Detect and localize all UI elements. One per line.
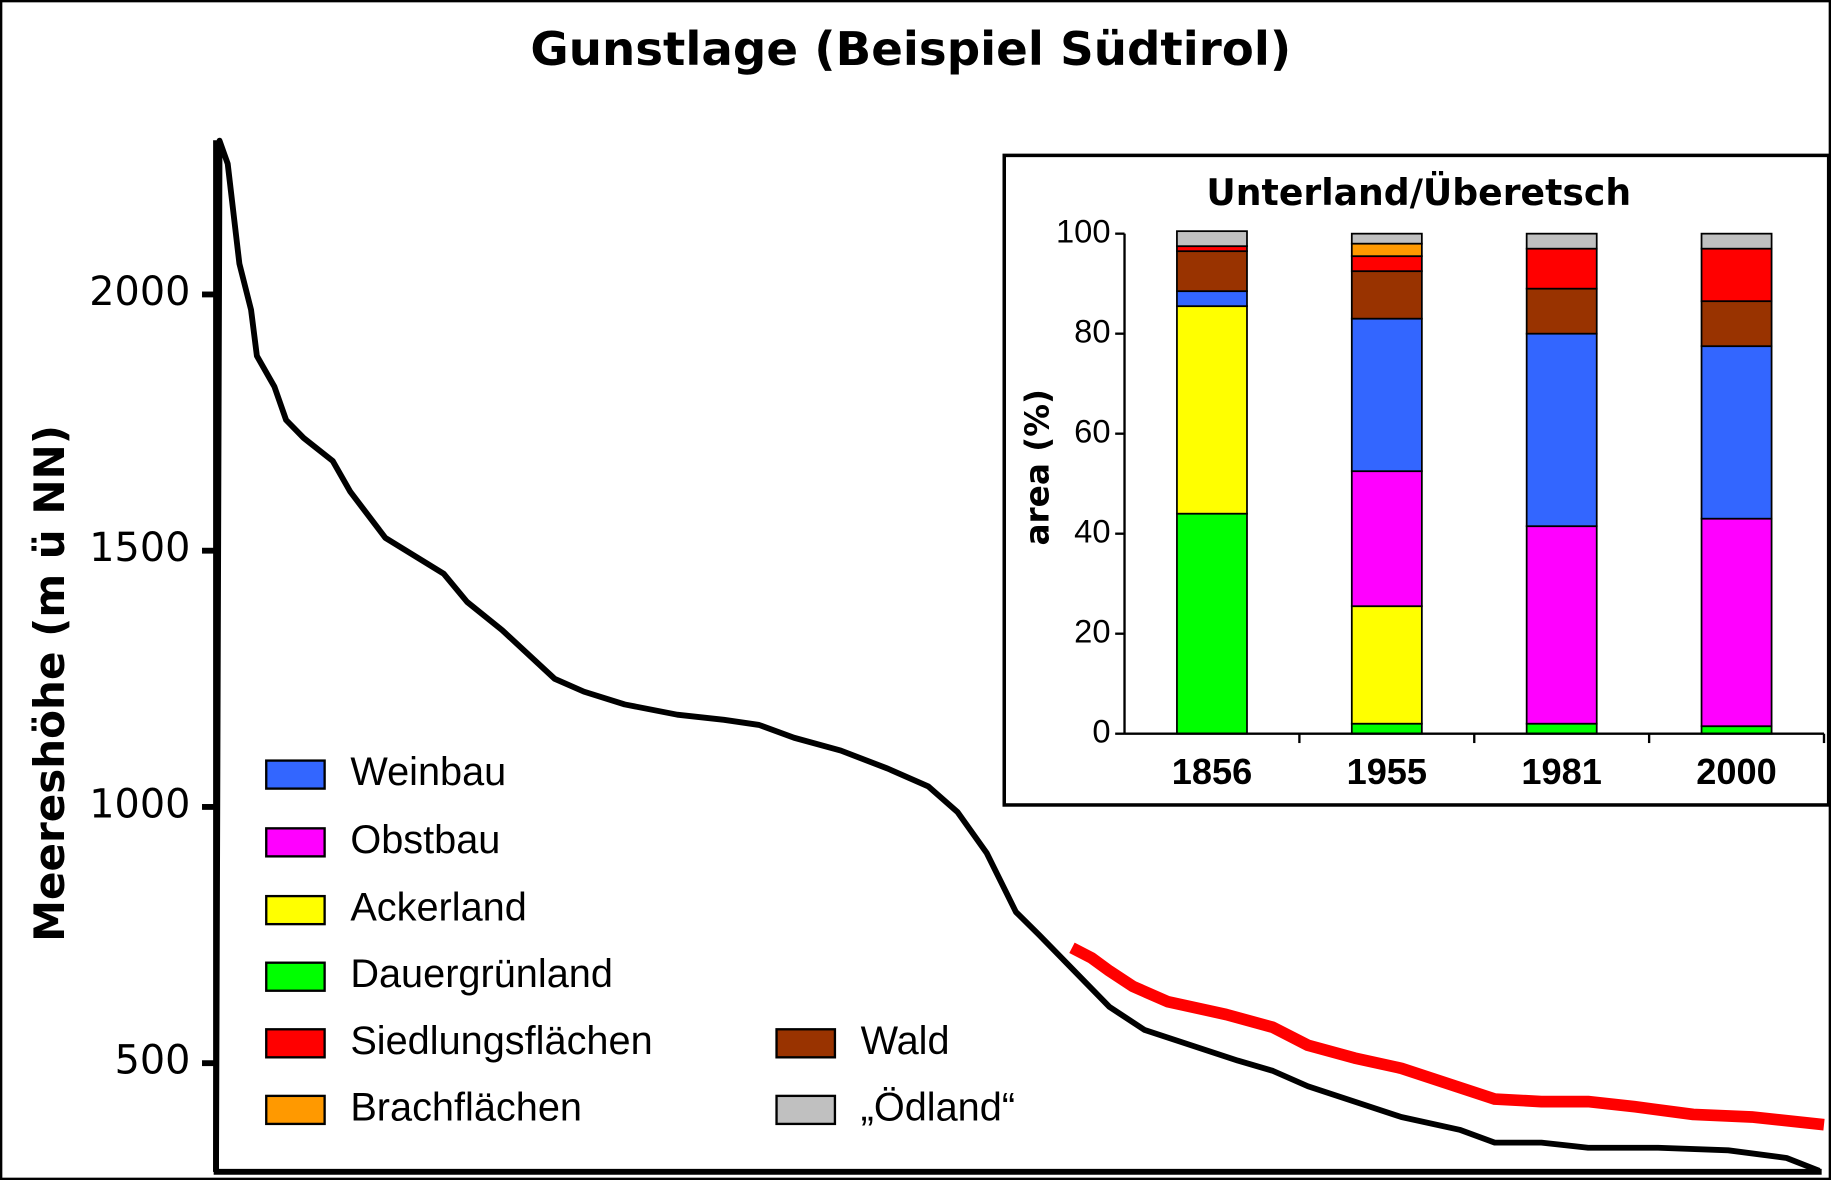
y-tick-label: 0: [1092, 712, 1110, 749]
bar-segment: [1350, 270, 1423, 320]
legend-swatch: [775, 1028, 837, 1059]
bar-segment: [1350, 317, 1423, 473]
bar-segment: [1700, 300, 1773, 348]
legend-label: Dauergrünland: [350, 952, 613, 996]
bar-segment: [1525, 332, 1598, 528]
bar-segment: [1176, 512, 1248, 735]
profile-line: [213, 137, 1821, 1174]
bar-segment: [1176, 305, 1248, 515]
bar-segment: [1525, 247, 1598, 290]
y-tick-label: 500: [115, 1038, 191, 1084]
bar-segment: [1700, 517, 1773, 728]
y-tick-label: 80: [1074, 312, 1110, 349]
bar-segment: [1350, 722, 1423, 735]
y-tick-label: 1000: [89, 781, 190, 827]
legend-swatch: [775, 1094, 837, 1126]
legend-label: Brachflächen: [350, 1085, 582, 1129]
legend-label: „Ödland“: [861, 1085, 1015, 1129]
bar-segment: [1176, 290, 1248, 308]
bar-segment: [1525, 525, 1598, 725]
y-tick-label: 60: [1074, 412, 1110, 449]
x-tick-label: 1981: [1521, 751, 1601, 792]
y-tick-label: 2000: [89, 269, 190, 315]
legend-label: Weinbau: [350, 750, 506, 794]
bar-segment: [1525, 232, 1598, 250]
bar-segment: [1350, 605, 1423, 725]
legend-swatch: [265, 961, 326, 992]
legend-label: Ackerland: [350, 886, 527, 930]
legend-swatch: [265, 827, 326, 858]
bar-segment: [1700, 232, 1773, 250]
x-tick-label: 1955: [1347, 751, 1427, 792]
bar-segment: [1700, 345, 1773, 520]
bar-segment: [1176, 230, 1248, 248]
inset-title: Unterland/Überetsch: [1206, 171, 1631, 214]
bar-segment: [1350, 470, 1423, 608]
legend-swatch: [265, 759, 326, 790]
x-tick-label: 2000: [1696, 751, 1776, 792]
legend-label: Siedlungsflächen: [350, 1019, 652, 1063]
y-tick-label: 20: [1074, 612, 1110, 649]
y-tick-label: 1500: [89, 525, 190, 571]
legend-swatch: [265, 1028, 326, 1059]
inset-y-label: area (%): [1018, 389, 1056, 545]
bar-segment: [1176, 250, 1248, 293]
legend-swatch: [265, 1094, 326, 1126]
y-axis-label: Meereshöhe (m ü NN): [25, 425, 74, 942]
legend-swatch: [265, 894, 326, 926]
bar-segment: [1700, 247, 1773, 303]
bar-segment: [1350, 255, 1423, 273]
bar-segment: [1525, 287, 1598, 335]
x-tick-label: 1856: [1172, 751, 1252, 792]
legend-label: Wald: [861, 1019, 950, 1063]
bar-segment: [1525, 722, 1598, 735]
y-tick-label: 100: [1056, 212, 1111, 249]
chart-title: Gunstlage (Beispiel Südtirol): [530, 23, 1291, 77]
legend-label: Obstbau: [350, 818, 500, 862]
profile-line: [1069, 942, 1825, 1131]
y-tick-label: 40: [1074, 512, 1110, 549]
bar-segment: [1350, 232, 1423, 245]
bar-segment: [1350, 242, 1423, 258]
